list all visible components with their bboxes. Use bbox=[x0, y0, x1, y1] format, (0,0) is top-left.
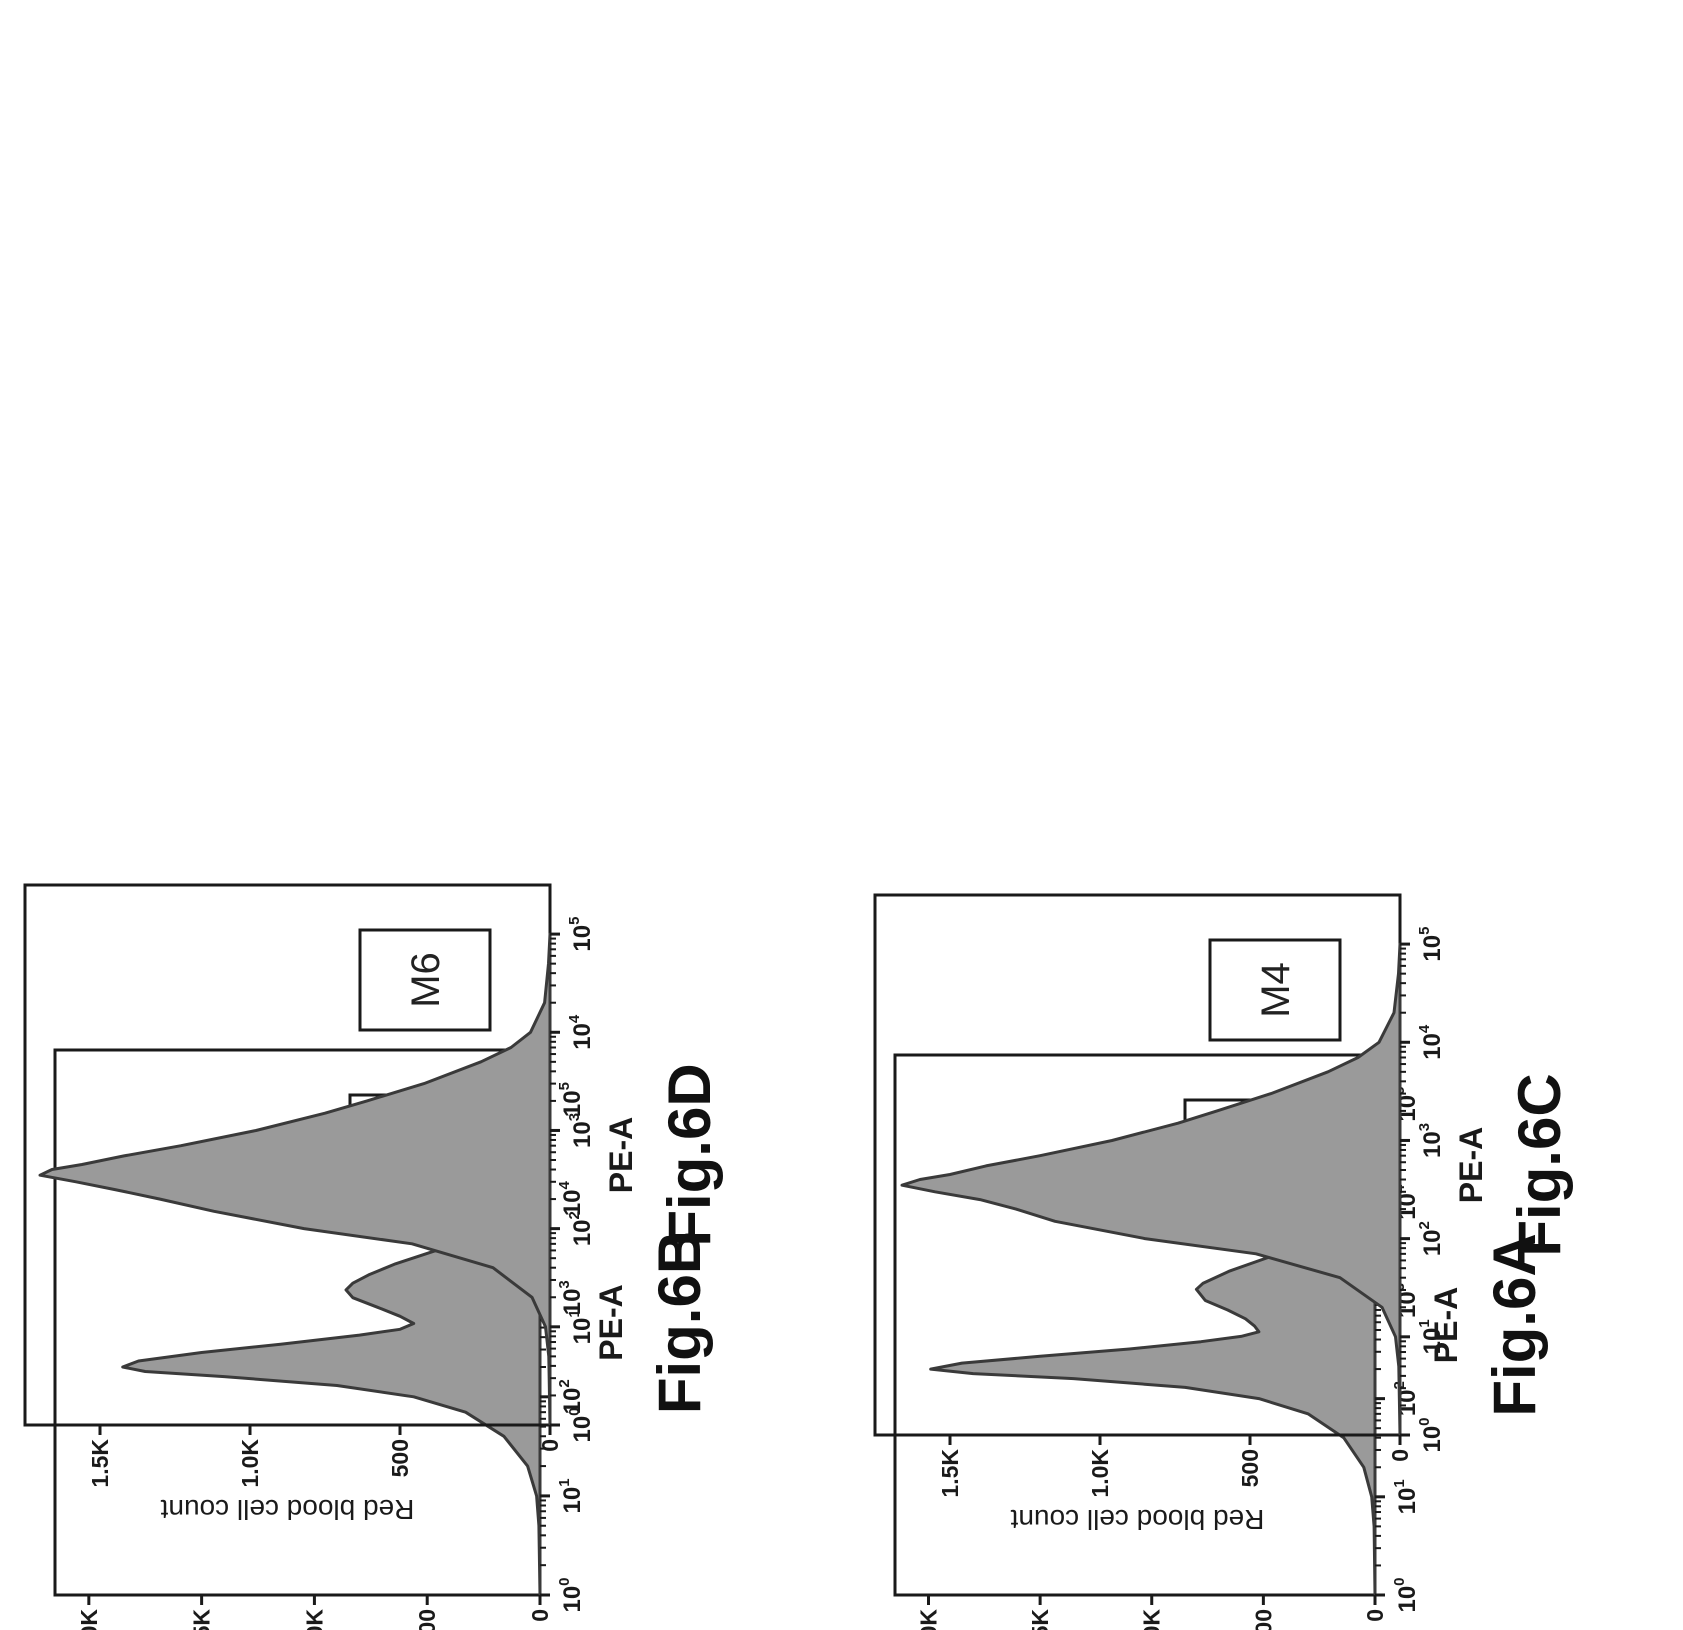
y-tick-label: 1.5K bbox=[189, 1609, 215, 1630]
histogram-area bbox=[38, 932, 552, 1427]
panel-4: 0 500 1.0K 1.5K 100 101 102 103 104 105 Red blood … bbox=[23, 883, 723, 1525]
x-tick-label: 103 bbox=[1416, 1123, 1446, 1158]
x-tick-label: 104 bbox=[1416, 1024, 1446, 1060]
y-tick-label: 2.0K bbox=[76, 1609, 102, 1630]
x-tick-label: 100 bbox=[566, 1407, 596, 1442]
y-tick-label: 1.0K bbox=[1139, 1609, 1165, 1630]
x-tick-label: 100 bbox=[556, 1577, 586, 1612]
y-axis-label: Red blood cell count bbox=[160, 1494, 414, 1525]
x-tick-label: 105 bbox=[556, 1082, 586, 1117]
figure-label: Fig.6D bbox=[656, 1063, 723, 1246]
x-axis-label: PE-A bbox=[603, 1117, 639, 1193]
x-tick-label: 102 bbox=[1416, 1221, 1446, 1256]
sample-tag-label: M6 bbox=[404, 952, 448, 1008]
x-tick-label: 101 bbox=[566, 1309, 596, 1344]
x-tick-label: 103 bbox=[566, 1113, 596, 1148]
y-tick-label: 500 bbox=[387, 1439, 413, 1477]
figure-label: Fig.6B bbox=[646, 1231, 713, 1414]
x-tick-label: 100 bbox=[1416, 1417, 1446, 1452]
y-tick-label: 0 bbox=[537, 1439, 563, 1452]
x-tick-label: 105 bbox=[1416, 927, 1446, 962]
x-axis-label: PE-A bbox=[593, 1284, 629, 1360]
y-axis-label: Red blood cell count bbox=[1010, 1504, 1264, 1535]
histogram-area bbox=[900, 942, 1402, 1437]
panel-3: 0 500 1.0K 1.5K 100 101 102 103 104 105 Red blood … bbox=[873, 893, 1573, 1535]
x-tick-label: 102 bbox=[1391, 1381, 1421, 1416]
y-tick-label: 1.0K bbox=[1087, 1449, 1113, 1498]
x-tick-label: 101 bbox=[1391, 1479, 1421, 1514]
x-tick-label: 105 bbox=[566, 917, 596, 952]
sample-tag-label: M4 bbox=[1254, 962, 1298, 1018]
y-tick-label: 500 bbox=[1237, 1449, 1263, 1487]
y-tick-label: 0 bbox=[1387, 1449, 1413, 1462]
x-tick-label: 102 bbox=[566, 1211, 596, 1246]
x-axis-label: PE-A bbox=[1453, 1127, 1489, 1203]
y-tick-label: 1.0K bbox=[301, 1609, 327, 1630]
x-tick-label: 102 bbox=[556, 1379, 586, 1414]
y-tick-label: 1.5K bbox=[1027, 1609, 1053, 1630]
x-axis-label: PE-A bbox=[1428, 1287, 1464, 1363]
y-tick-label: 2.0K bbox=[915, 1609, 941, 1630]
y-tick-label: 500 bbox=[1250, 1609, 1276, 1630]
y-tick-label: 0 bbox=[1362, 1609, 1388, 1622]
figure-label: Fig.6A bbox=[1481, 1233, 1548, 1416]
sample-tag-box bbox=[1208, 938, 1342, 1042]
y-tick-label: 1.5K bbox=[937, 1449, 963, 1498]
x-tick-label: 104 bbox=[566, 1014, 596, 1050]
figure-label: Fig.6C bbox=[1506, 1073, 1573, 1256]
sample-tag-box bbox=[358, 928, 492, 1032]
x-tick-label: 101 bbox=[556, 1478, 586, 1513]
y-tick-label: 0 bbox=[527, 1609, 553, 1622]
x-tick-label: 104 bbox=[556, 1180, 586, 1216]
x-tick-label: 101 bbox=[1416, 1319, 1446, 1354]
y-tick-label: 500 bbox=[414, 1609, 440, 1630]
x-tick-label: 100 bbox=[1391, 1577, 1421, 1612]
y-tick-label: 1.0K bbox=[237, 1439, 263, 1488]
x-tick-label: 103 bbox=[556, 1280, 586, 1315]
y-tick-label: 1.5K bbox=[87, 1439, 113, 1488]
